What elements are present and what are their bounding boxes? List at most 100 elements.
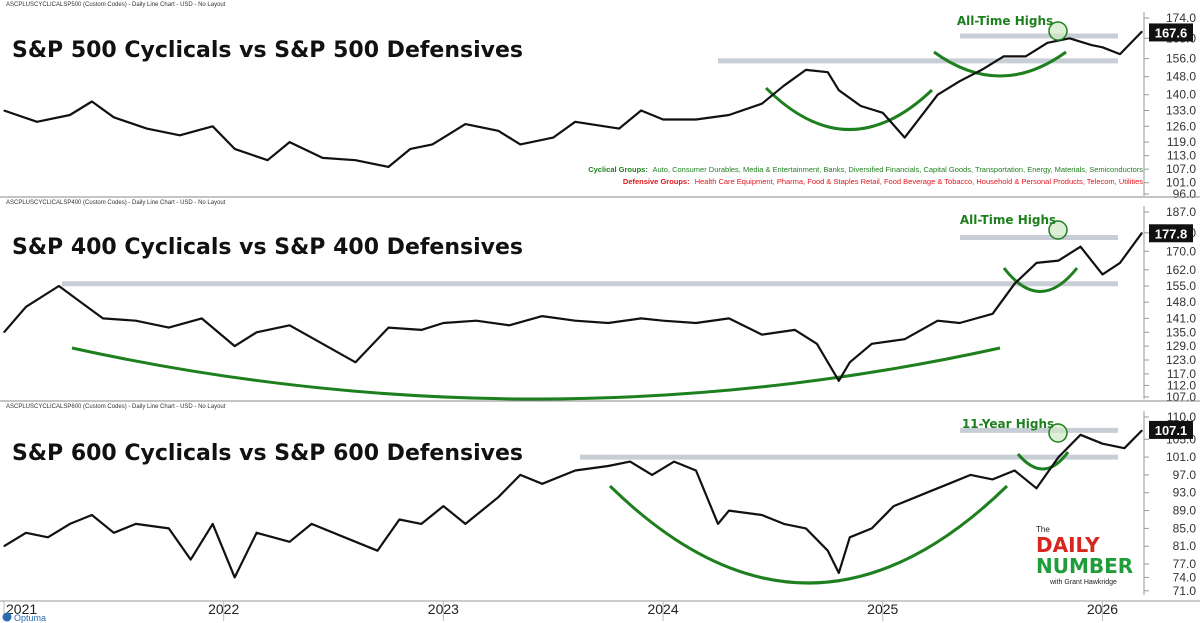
panel-header: ASCPLUSCYCLICALSP500 (Custom Codes) - Da… (6, 2, 226, 8)
panel-title: S&P 600 Cyclicals vs S&P 600 Defensives (12, 441, 523, 466)
y-tick-label: 141.0 (1166, 311, 1196, 325)
data-point (673, 461, 675, 463)
data-point (838, 89, 840, 91)
data-point (431, 143, 433, 145)
defensive-groups-text: Defensive Groups: Health Care Equipment,… (623, 177, 1143, 186)
data-point (398, 518, 400, 521)
data-point (442, 322, 444, 324)
data-point (1123, 447, 1125, 449)
data-point (1035, 487, 1038, 489)
data-point (1057, 456, 1060, 458)
annotation-label: 11-Year Highs (962, 417, 1054, 431)
x-tick-label: 2021 (6, 601, 37, 617)
data-point (135, 320, 137, 322)
y-tick-label: 89.0 (1173, 504, 1197, 518)
data-point (179, 134, 181, 136)
data-point (322, 343, 324, 345)
x-tick-label: 2026 (1087, 601, 1118, 617)
annotation-label: All-Time Highs (960, 213, 1056, 227)
y-tick-label: 170.0 (1166, 244, 1196, 258)
data-point (1101, 443, 1104, 445)
cyclical-groups-label: Cyclical Groups: (588, 165, 648, 174)
data-point (519, 474, 521, 476)
data-point (904, 338, 906, 340)
data-point (541, 315, 543, 317)
data-point (80, 301, 82, 303)
data-point (805, 527, 807, 530)
chart-panel-3: ASCPLUSCYCLICALSP600 (Custom Codes) - Da… (0, 400, 1200, 598)
data-point (882, 112, 884, 114)
data-point (234, 576, 236, 579)
data-point (574, 121, 576, 123)
data-point (497, 496, 499, 498)
y-tick-label: 174.0 (1166, 11, 1196, 25)
data-point (1014, 469, 1016, 472)
data-point (1003, 55, 1005, 58)
y-tick-label: 148.0 (1166, 70, 1196, 84)
data-point (552, 137, 554, 139)
data-point (135, 523, 137, 525)
y-tick-label: 119.0 (1167, 135, 1196, 149)
data-point (1141, 232, 1143, 234)
y-tick-label: 140.0 (1166, 88, 1196, 102)
y-tick-label: 81.0 (1173, 539, 1197, 553)
last-value-box: 167.6 (1149, 23, 1193, 42)
data-point (387, 327, 390, 329)
data-point (113, 116, 115, 118)
defensive-groups-list: Health Care Equipment, Pharma, Food & St… (695, 177, 1144, 186)
data-point (695, 322, 697, 324)
base-arc-2 (1002, 267, 1079, 293)
data-point (420, 329, 422, 331)
data-point (904, 137, 906, 139)
panel-title: S&P 400 Cyclicals vs S&P 400 Defensives (12, 235, 523, 260)
data-point (827, 71, 829, 73)
data-point (464, 123, 466, 125)
data-point (849, 536, 851, 538)
data-point (69, 114, 71, 116)
last-value-box: 107.1 (1149, 420, 1193, 439)
data-point (761, 103, 763, 105)
data-point (1101, 46, 1104, 48)
data-point (607, 322, 609, 324)
data-point (827, 550, 829, 552)
panel-header: ASCPLUSCYCLICALSP400 (Custom Codes) - Da… (6, 200, 226, 206)
data-point (640, 317, 642, 319)
y-tick-label: 96.0 (1173, 187, 1197, 201)
data-point (234, 345, 236, 347)
y-tick-label: 135.0 (1166, 325, 1196, 339)
data-point (464, 523, 466, 525)
data-point (420, 523, 422, 525)
data-point (91, 100, 93, 103)
cyclical-groups-text: Cyclical Groups: Auto, Consumer Durables… (588, 165, 1143, 174)
y-tick-label: 187.0 (1166, 205, 1196, 219)
last-value-label: 167.6 (1155, 25, 1188, 40)
data-point (1141, 30, 1143, 33)
optuma-label: Optuma (14, 613, 46, 623)
data-point (838, 380, 840, 382)
y-tick-label: 101.0 (1166, 450, 1196, 464)
data-point (717, 523, 719, 525)
data-point (1025, 55, 1027, 58)
data-point (267, 159, 269, 161)
data-point (289, 141, 291, 143)
data-point (849, 361, 851, 363)
data-point (409, 148, 411, 150)
data-point (1119, 53, 1121, 55)
data-point (662, 320, 664, 322)
data-point (970, 474, 972, 476)
data-point (102, 317, 104, 319)
data-point (354, 159, 357, 161)
data-point (926, 492, 928, 494)
y-tick-label: 74.0 (1173, 570, 1197, 584)
data-point (322, 157, 324, 159)
logo-the: The (1036, 525, 1050, 534)
data-point (695, 118, 697, 121)
data-point (508, 324, 510, 326)
data-point (992, 478, 994, 480)
data-point (794, 329, 796, 331)
y-tick-label: 148.0 (1166, 295, 1196, 309)
base-arc-1 (608, 484, 1009, 585)
data-point (168, 527, 170, 530)
